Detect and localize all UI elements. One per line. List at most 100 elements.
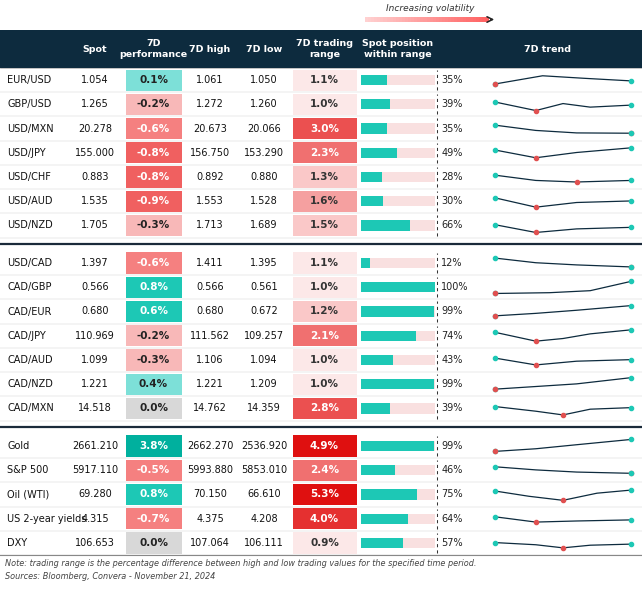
Text: Sources: Bloomberg, Convera - November 21, 2024: Sources: Bloomberg, Convera - November 2…: [5, 572, 215, 581]
Bar: [293, 118, 356, 139]
Text: 4.208: 4.208: [250, 514, 278, 524]
Text: -0.8%: -0.8%: [137, 172, 170, 182]
Text: 1.221: 1.221: [81, 379, 109, 389]
Text: 2536.920: 2536.920: [241, 441, 287, 451]
Bar: [361, 465, 435, 475]
Bar: [476, 17, 480, 22]
Bar: [293, 508, 356, 529]
Bar: [395, 17, 399, 22]
Text: 30%: 30%: [441, 196, 463, 206]
Bar: [361, 403, 390, 413]
Bar: [390, 17, 394, 22]
Text: USD/MXN: USD/MXN: [7, 124, 54, 133]
Text: 66%: 66%: [441, 221, 463, 230]
Text: 7D trend: 7D trend: [525, 44, 571, 53]
Text: 99%: 99%: [441, 307, 463, 316]
Bar: [424, 17, 427, 22]
Text: 2.1%: 2.1%: [310, 331, 339, 341]
Bar: [293, 532, 356, 554]
Bar: [393, 17, 396, 22]
Text: 100%: 100%: [441, 282, 469, 292]
Text: Oil (WTI): Oil (WTI): [7, 489, 49, 499]
Text: 153.290: 153.290: [244, 148, 284, 158]
Text: 28%: 28%: [441, 172, 463, 182]
Bar: [293, 374, 356, 395]
Text: 0.8%: 0.8%: [139, 489, 168, 499]
Bar: [293, 215, 356, 236]
Text: DXY: DXY: [7, 538, 27, 548]
Text: 0.566: 0.566: [196, 282, 224, 292]
Text: 1.221: 1.221: [196, 379, 224, 389]
Bar: [464, 17, 467, 22]
Text: GBP/USD: GBP/USD: [7, 99, 51, 109]
Bar: [377, 17, 381, 22]
Text: 14.359: 14.359: [247, 404, 281, 413]
Text: 12%: 12%: [441, 258, 463, 268]
Bar: [361, 258, 435, 268]
Bar: [426, 17, 430, 22]
Bar: [445, 17, 449, 22]
Bar: [361, 379, 435, 389]
Text: 111.562: 111.562: [190, 331, 230, 341]
Text: 1.272: 1.272: [196, 99, 224, 109]
Bar: [429, 17, 433, 22]
Text: 1.0%: 1.0%: [310, 99, 339, 109]
Text: US 2-year yields: US 2-year yields: [7, 514, 87, 524]
Text: 110.969: 110.969: [75, 331, 115, 341]
Bar: [361, 99, 435, 109]
Bar: [293, 252, 356, 274]
Text: 4.0%: 4.0%: [310, 514, 339, 524]
Bar: [374, 17, 378, 22]
Text: 5993.880: 5993.880: [187, 465, 233, 475]
Bar: [482, 17, 485, 22]
Text: 1.0%: 1.0%: [310, 355, 339, 365]
Bar: [361, 221, 410, 231]
Text: 7D high: 7D high: [189, 44, 230, 53]
Text: 99%: 99%: [441, 441, 463, 451]
Bar: [361, 441, 435, 451]
Text: 66.610: 66.610: [247, 489, 281, 499]
Bar: [448, 17, 452, 22]
Bar: [361, 282, 435, 292]
Bar: [125, 435, 182, 457]
Bar: [457, 17, 461, 22]
Bar: [361, 514, 408, 524]
Bar: [479, 17, 482, 22]
Text: 1.054: 1.054: [81, 75, 108, 85]
Text: 0.8%: 0.8%: [139, 282, 168, 292]
Text: CAD/EUR: CAD/EUR: [7, 307, 51, 316]
Text: -0.8%: -0.8%: [137, 148, 170, 158]
Text: 0.566: 0.566: [81, 282, 108, 292]
Bar: [361, 123, 387, 134]
Text: 75%: 75%: [441, 489, 463, 499]
Text: 1.528: 1.528: [250, 196, 278, 206]
Bar: [293, 94, 356, 115]
Text: 1.1%: 1.1%: [310, 75, 339, 85]
Text: 20.066: 20.066: [247, 124, 281, 133]
Bar: [411, 17, 415, 22]
Text: 2.8%: 2.8%: [310, 404, 339, 413]
Bar: [414, 17, 418, 22]
Bar: [383, 17, 387, 22]
Text: 1.265: 1.265: [81, 99, 109, 109]
Bar: [438, 17, 442, 22]
Text: 69.280: 69.280: [78, 489, 112, 499]
Text: 14.762: 14.762: [193, 404, 227, 413]
Text: 5917.110: 5917.110: [72, 465, 118, 475]
Text: -0.6%: -0.6%: [137, 124, 170, 133]
Bar: [361, 172, 435, 182]
Bar: [293, 69, 356, 91]
Bar: [125, 166, 182, 188]
Text: 1.535: 1.535: [81, 196, 109, 206]
Bar: [361, 196, 435, 206]
Text: 1.1%: 1.1%: [310, 258, 339, 268]
Text: 0.0%: 0.0%: [139, 404, 168, 413]
Text: 1.397: 1.397: [81, 258, 108, 268]
Text: 0.9%: 0.9%: [310, 538, 339, 548]
Text: 0.680: 0.680: [196, 307, 224, 316]
Bar: [361, 306, 435, 316]
Bar: [361, 99, 390, 109]
Bar: [433, 17, 437, 22]
Text: Gold: Gold: [7, 441, 30, 451]
Text: CAD/JPY: CAD/JPY: [7, 331, 46, 341]
